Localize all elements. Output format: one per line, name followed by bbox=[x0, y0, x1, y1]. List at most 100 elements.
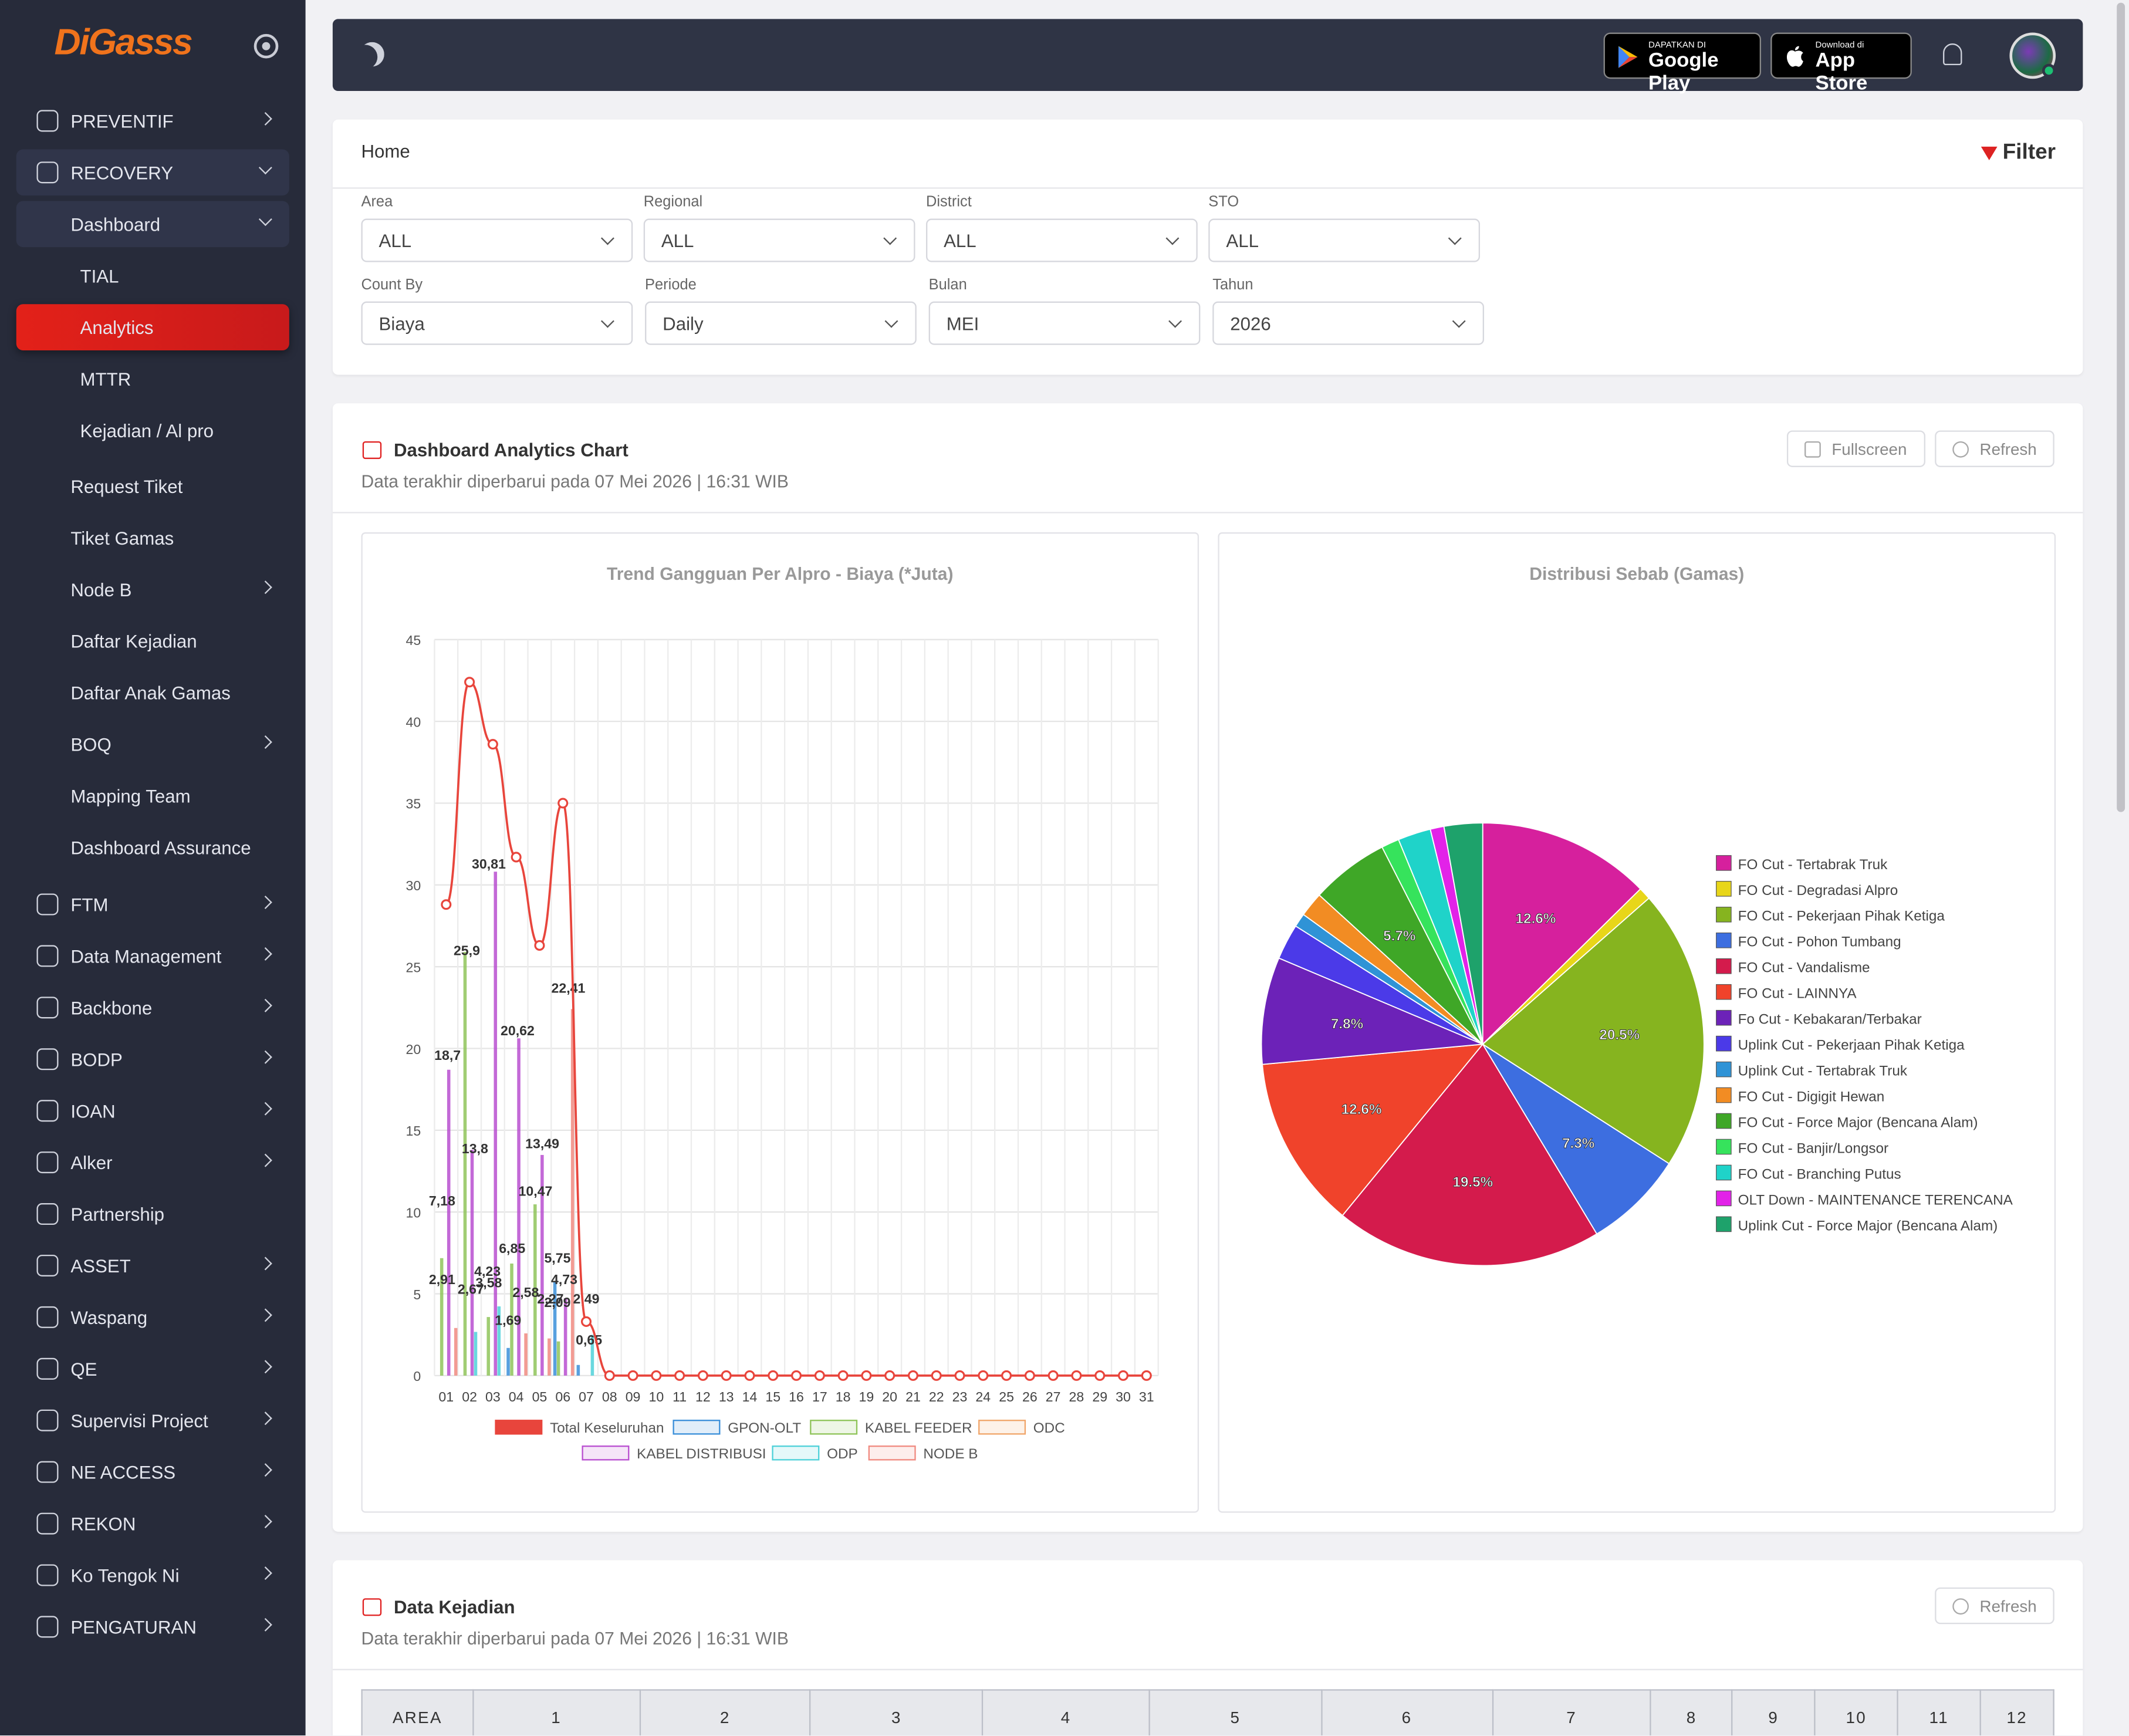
line-point[interactable] bbox=[674, 1370, 685, 1381]
bar-kabel-feeder[interactable] bbox=[510, 1263, 513, 1376]
sidebar-item-waspang[interactable]: Waspang bbox=[16, 1294, 289, 1340]
select-count-by[interactable]: Biaya bbox=[361, 301, 633, 345]
table-column-3[interactable]: 3 bbox=[810, 1689, 984, 1736]
sidebar-item-pengaturan[interactable]: PENGATURAN bbox=[16, 1604, 289, 1650]
sidebar-item-asset[interactable]: ASSET bbox=[16, 1242, 289, 1289]
line-point[interactable] bbox=[604, 1370, 615, 1381]
line-point[interactable] bbox=[441, 899, 452, 910]
sidebar-item-ftm[interactable]: FTM bbox=[16, 881, 289, 928]
line-point[interactable] bbox=[1094, 1370, 1106, 1381]
sidebar-item-data-management[interactable]: Data Management bbox=[16, 933, 289, 980]
legend-label[interactable]: ODP bbox=[827, 1446, 858, 1462]
bar-kabel-distribusi[interactable] bbox=[540, 1154, 544, 1376]
sidebar-item-alker[interactable]: Alker bbox=[16, 1139, 289, 1186]
bar-node-b[interactable] bbox=[454, 1328, 458, 1376]
legend-label[interactable]: FO Cut - LAINNYA bbox=[1738, 986, 1857, 1002]
sidebar-item-dashboard-assurance[interactable]: Dashboard Assurance bbox=[16, 824, 289, 870]
sidebar-item-recovery[interactable]: RECOVERY bbox=[16, 149, 289, 196]
select-bulan[interactable]: MEI bbox=[928, 301, 1201, 345]
line-point[interactable] bbox=[697, 1370, 708, 1381]
sidebar-item-ne-access[interactable]: NE ACCESS bbox=[16, 1449, 289, 1495]
table-column-6[interactable]: 6 bbox=[1320, 1689, 1493, 1736]
bar-kabel-feeder[interactable] bbox=[463, 952, 467, 1376]
pie-slice-fo-cut-pohon-tumbang[interactable] bbox=[1482, 1043, 1670, 1235]
line-point[interactable] bbox=[931, 1370, 942, 1381]
legend-label[interactable]: Uplink Cut - Tertabrak Truk bbox=[1738, 1063, 1908, 1079]
legend-label[interactable]: Uplink Cut - Force Major (Bencana Alam) bbox=[1738, 1218, 1998, 1234]
table-column-10[interactable]: 10 bbox=[1814, 1689, 1898, 1736]
google-play-button[interactable]: DAPATKAN DI Google Play bbox=[1603, 32, 1761, 95]
line-point[interactable] bbox=[464, 677, 475, 688]
legend-label[interactable]: FO Cut - Branching Putus bbox=[1738, 1166, 1901, 1182]
breadcrumb[interactable]: Home bbox=[361, 141, 410, 162]
sidebar-item-analytics[interactable]: Analytics bbox=[16, 304, 289, 350]
sidebar-item-ko-tengok-ni[interactable]: Ko Tengok Ni bbox=[16, 1552, 289, 1599]
sidebar-item-tial[interactable]: TIAL bbox=[16, 252, 289, 299]
bar-odp[interactable] bbox=[590, 1335, 594, 1376]
legend-label[interactable]: FO Cut - Pohon Tumbang bbox=[1738, 934, 1901, 950]
select-tahun[interactable]: 2026 bbox=[1212, 301, 1484, 345]
select-regional[interactable]: ALL bbox=[643, 218, 915, 262]
line-point[interactable] bbox=[1024, 1370, 1035, 1381]
sidebar-item-dashboard[interactable]: Dashboard bbox=[16, 201, 289, 248]
legend-label[interactable]: KABEL DISTRIBUSI bbox=[637, 1446, 766, 1462]
line-point[interactable] bbox=[1117, 1370, 1129, 1381]
legend-label[interactable]: FO Cut - Pekerjaan Pihak Ketiga bbox=[1738, 908, 1945, 924]
line-point[interactable] bbox=[861, 1370, 872, 1381]
line-point[interactable] bbox=[487, 739, 498, 750]
bar-node-b[interactable] bbox=[524, 1333, 528, 1376]
line-point[interactable] bbox=[1141, 1370, 1152, 1381]
line-point[interactable] bbox=[744, 1370, 755, 1381]
table-column-11[interactable]: 11 bbox=[1897, 1689, 1981, 1736]
pie-slice-uplink-cut-force-major-bencana-alam[interactable] bbox=[1443, 822, 1483, 1045]
line-point[interactable] bbox=[768, 1370, 779, 1381]
legend-label[interactable]: FO Cut - Tertabrak Truk bbox=[1738, 857, 1888, 873]
legend-label[interactable]: KABEL FEEDER bbox=[865, 1420, 972, 1436]
legend-label[interactable]: FO Cut - Digigit Hewan bbox=[1738, 1089, 1885, 1105]
select-district[interactable]: ALL bbox=[926, 218, 1198, 262]
legend-label[interactable]: OLT Down - MAINTENANCE TERENCANA bbox=[1738, 1192, 2013, 1208]
bar-odp[interactable] bbox=[474, 1332, 478, 1376]
bar-gpon-olt[interactable] bbox=[553, 1281, 557, 1376]
legend-label[interactable]: NODE B bbox=[923, 1446, 978, 1462]
line-point[interactable] bbox=[1047, 1370, 1059, 1381]
table-column-8[interactable]: 8 bbox=[1650, 1689, 1733, 1736]
bar-kabel-distribusi[interactable] bbox=[470, 1150, 474, 1376]
line-point[interactable] bbox=[627, 1370, 638, 1381]
sidebar-item-preventif[interactable]: PREVENTIF bbox=[16, 98, 289, 144]
line-point[interactable] bbox=[1071, 1370, 1082, 1381]
table-column-4[interactable]: 4 bbox=[982, 1689, 1150, 1736]
sidebar-item-ioan[interactable]: IOAN bbox=[16, 1087, 289, 1134]
table-column-5[interactable]: 5 bbox=[1148, 1689, 1323, 1736]
legend-label[interactable]: FO Cut - Banjir/Longsor bbox=[1738, 1140, 1888, 1156]
bar-kabel-feeder[interactable] bbox=[440, 1258, 444, 1376]
kejadian-refresh-button[interactable]: Refresh bbox=[1935, 1587, 2054, 1624]
bar-kabel-feeder[interactable] bbox=[486, 1317, 491, 1376]
table-column-12[interactable]: 12 bbox=[1979, 1689, 2054, 1736]
legend-label[interactable]: GPON-OLT bbox=[728, 1420, 801, 1436]
bar-gpon-olt[interactable] bbox=[576, 1365, 580, 1376]
refresh-button[interactable]: Refresh bbox=[1935, 430, 2054, 467]
sidebar-item-qe[interactable]: QE bbox=[16, 1346, 289, 1392]
sidebar-item-supervisi-project[interactable]: Supervisi Project bbox=[16, 1397, 289, 1444]
table-column-2[interactable]: 2 bbox=[639, 1689, 812, 1736]
bar-kabel-distribusi[interactable] bbox=[494, 872, 498, 1376]
bar-kabel-distribusi[interactable] bbox=[517, 1038, 521, 1376]
sidebar-toggle-icon[interactable] bbox=[254, 33, 279, 59]
pie-slice-fo-cut-pekerjaan-pihak-ketiga[interactable] bbox=[1482, 897, 1705, 1165]
select-sto[interactable]: ALL bbox=[1208, 218, 1481, 262]
select-area[interactable]: ALL bbox=[361, 218, 633, 262]
sidebar-item-bodp[interactable]: BODP bbox=[16, 1036, 289, 1082]
line-point[interactable] bbox=[954, 1370, 965, 1381]
pie-slice-fo-cut-lainnya[interactable] bbox=[1262, 1043, 1484, 1217]
legend-label[interactable]: FO Cut - Vandalisme bbox=[1738, 960, 1870, 976]
app-store-button[interactable]: Download di App Store bbox=[1770, 32, 1912, 95]
bar-kabel-distribusi[interactable] bbox=[447, 1069, 451, 1376]
sidebar-item-partnership[interactable]: Partnership bbox=[16, 1191, 289, 1237]
line-point[interactable] bbox=[907, 1370, 918, 1381]
legend-label[interactable]: ODC bbox=[1033, 1420, 1065, 1436]
line-point[interactable] bbox=[1001, 1370, 1012, 1381]
line-point[interactable] bbox=[721, 1370, 732, 1381]
line-point[interactable] bbox=[580, 1316, 592, 1327]
dark-mode-icon[interactable] bbox=[360, 42, 384, 67]
